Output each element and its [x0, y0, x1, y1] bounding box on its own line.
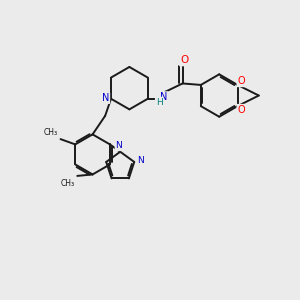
- Text: H: H: [156, 98, 162, 106]
- Text: O: O: [237, 105, 245, 115]
- Text: N: N: [160, 92, 168, 102]
- Text: O: O: [237, 76, 245, 86]
- Text: O: O: [180, 56, 188, 65]
- Text: CH₃: CH₃: [61, 179, 75, 188]
- Text: N: N: [116, 141, 122, 150]
- Text: N: N: [137, 156, 144, 165]
- Text: CH₃: CH₃: [44, 128, 58, 137]
- Text: N: N: [102, 93, 110, 103]
